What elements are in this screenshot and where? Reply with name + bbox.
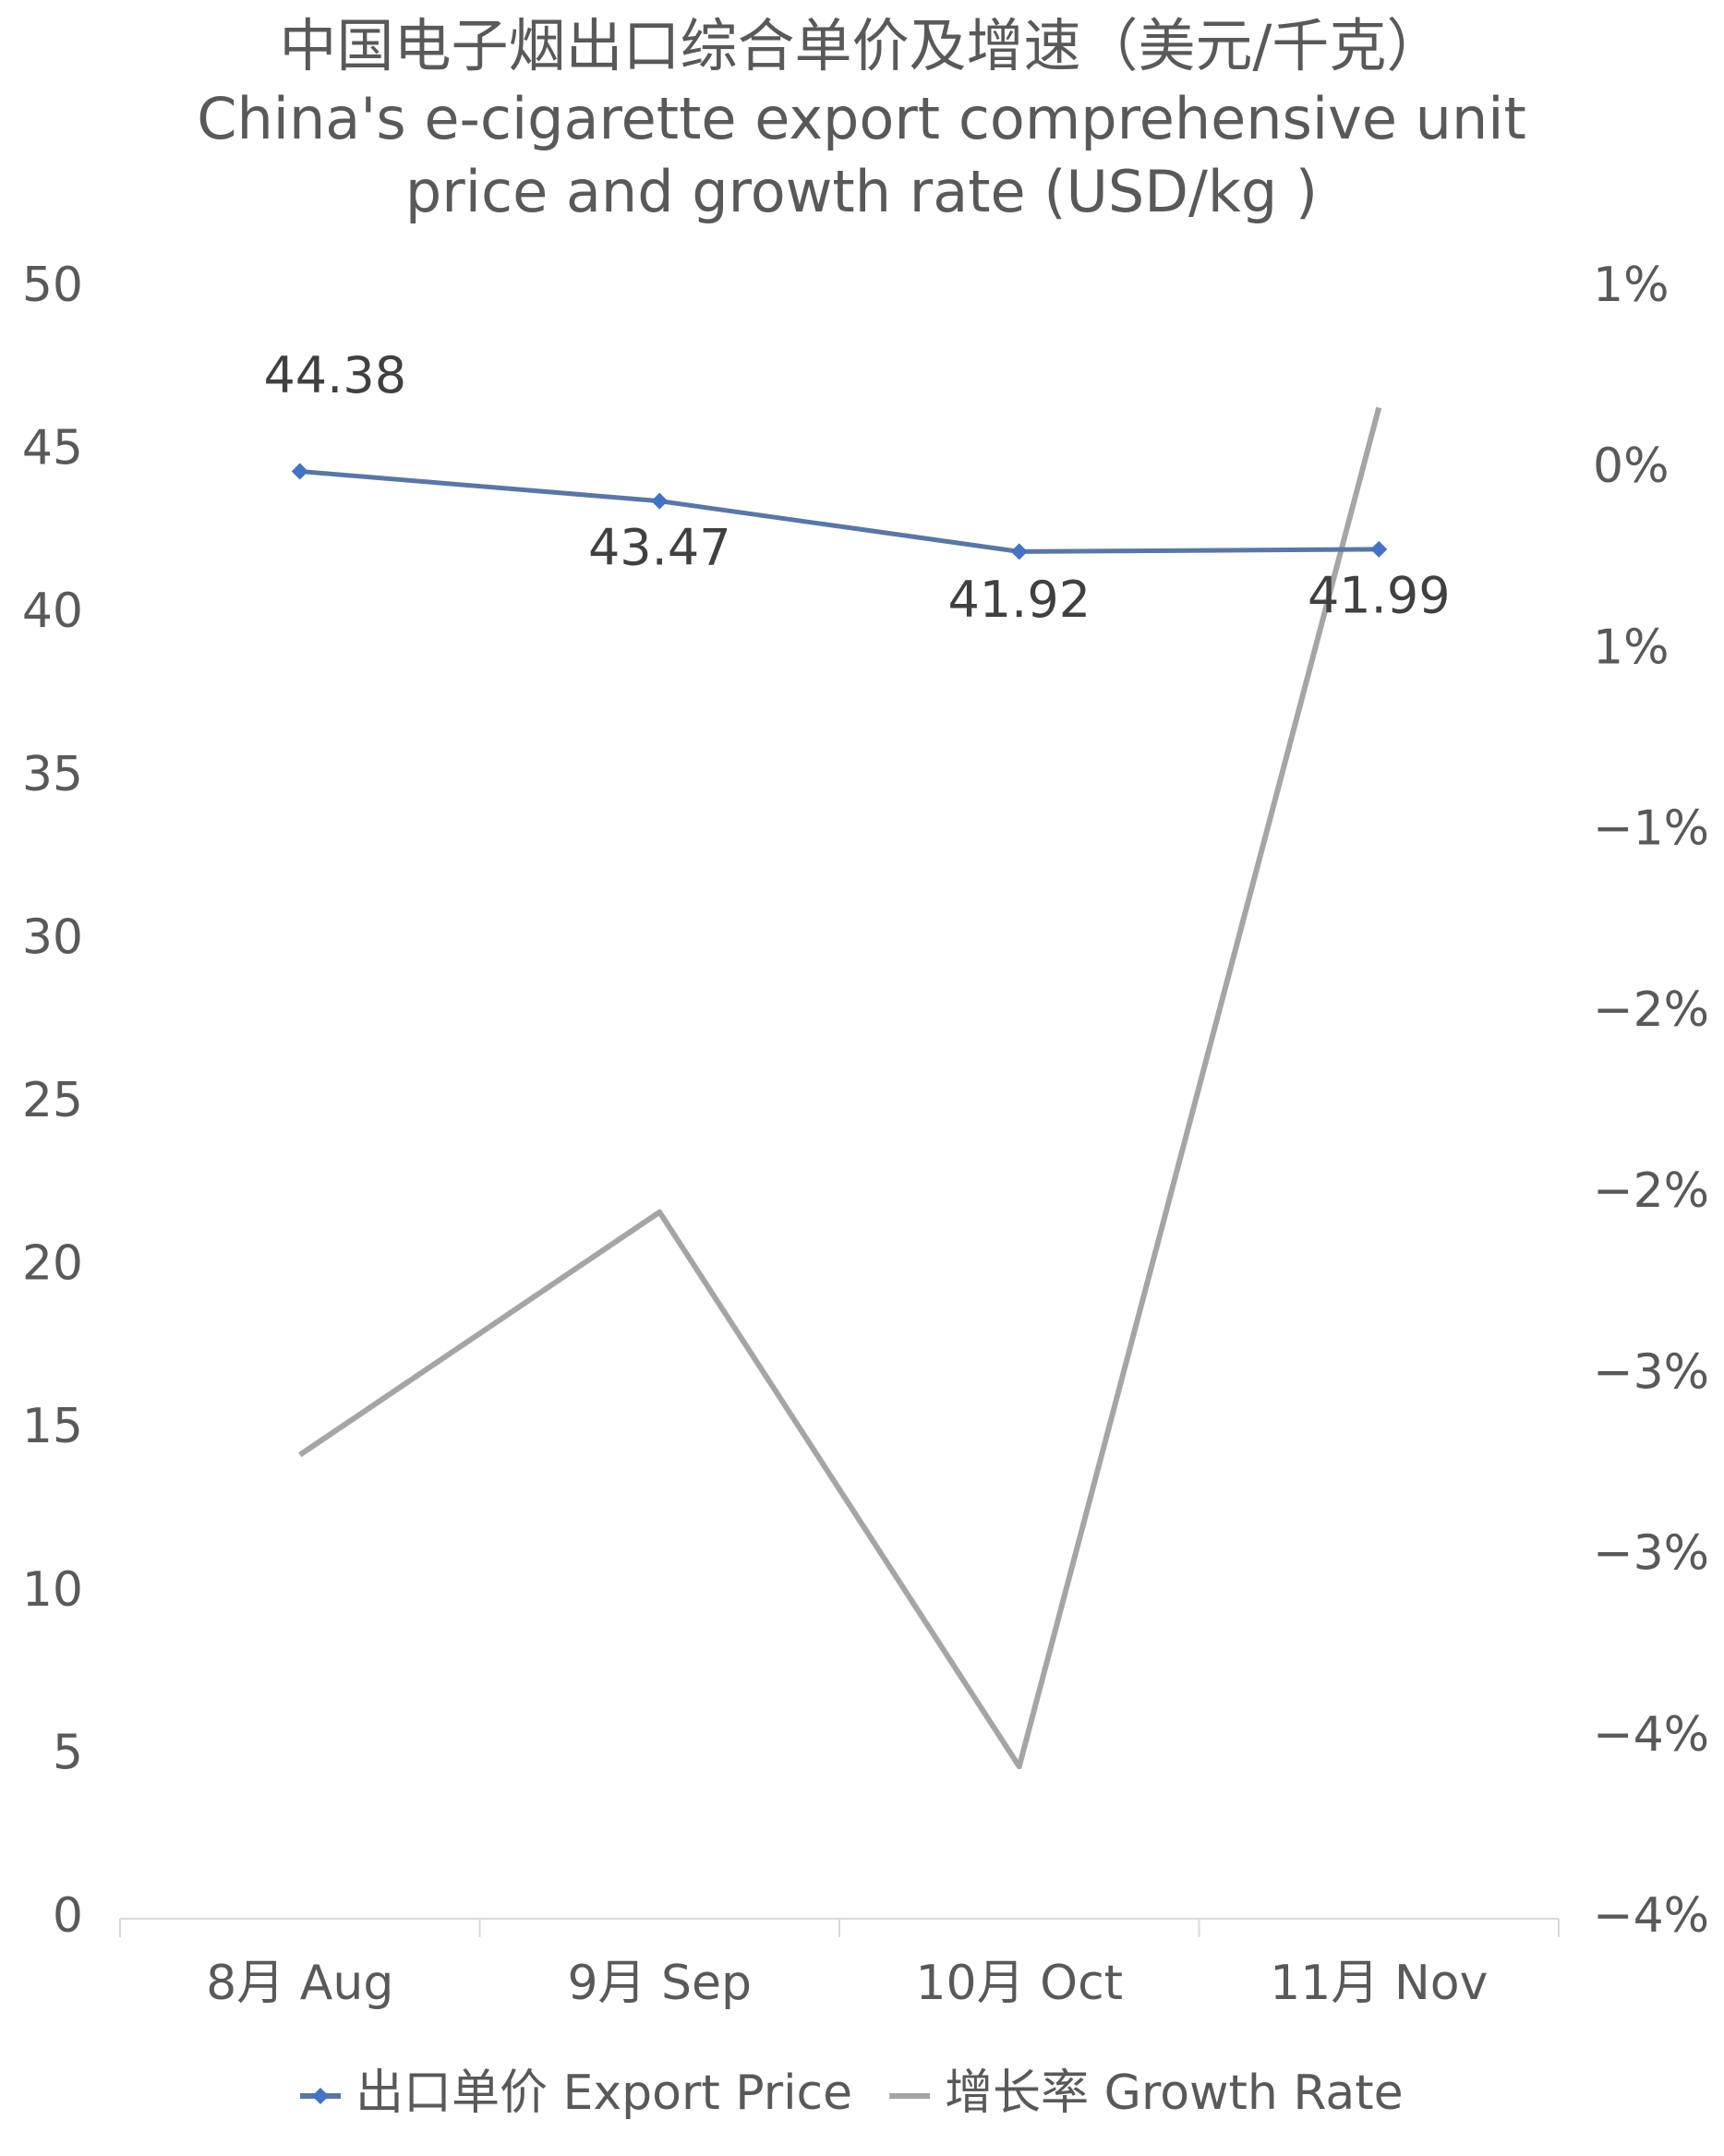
- y-tick-label: 5: [53, 1725, 83, 1780]
- point-marker: [291, 463, 308, 480]
- y2-tick-label: −4%: [1593, 1888, 1709, 1944]
- x-tick-label: 10月 Oct: [915, 1956, 1123, 2011]
- y-tick-label: 25: [22, 1073, 83, 1128]
- data-label: 43.47: [588, 518, 731, 576]
- y2-tick-label: 1%: [1593, 620, 1670, 675]
- y-tick-label: 50: [22, 258, 83, 313]
- series-line: [299, 469, 1380, 554]
- data-label: 41.92: [947, 571, 1091, 629]
- point-marker: [1370, 540, 1388, 558]
- y2-tick-label: 1%: [1593, 258, 1670, 313]
- y-tick-label: 10: [22, 1562, 83, 1618]
- y-tick-label: 15: [22, 1399, 83, 1454]
- data-label: 44.38: [263, 346, 406, 404]
- legend-label: 增长率 Growth Rate: [945, 2066, 1404, 2121]
- y2-tick-label: −2%: [1593, 982, 1709, 1038]
- point-marker: [651, 492, 669, 510]
- y2-tick-label: −3%: [1593, 1344, 1709, 1400]
- series-line: [298, 406, 1382, 1770]
- legend-label: 出口单价 Export Price: [356, 2066, 852, 2121]
- y-tick-label: 45: [22, 421, 83, 476]
- data-label: 41.99: [1308, 567, 1451, 625]
- y-tick-label: 30: [22, 909, 83, 965]
- y2-tick-label: −1%: [1593, 801, 1709, 857]
- y2-tick-label: −4%: [1593, 1707, 1709, 1763]
- y2-tick-label: −2%: [1593, 1163, 1709, 1219]
- y2-tick-label: −3%: [1593, 1526, 1709, 1582]
- chart-title: 中国电子烟出口综合单价及增速（美元/千克）: [280, 12, 1444, 79]
- y-tick-label: 20: [22, 1236, 83, 1292]
- chart-title: China's e-cigarette export comprehensive…: [197, 85, 1526, 152]
- y-tick-label: 35: [22, 747, 83, 802]
- y-tick-label: 40: [22, 584, 83, 639]
- chart-title: price and growth rate (USD/kg ): [405, 158, 1318, 225]
- x-tick-label: 8月 Aug: [206, 1956, 393, 2011]
- x-tick-label: 9月 Sep: [567, 1956, 752, 2011]
- point-marker: [1010, 543, 1028, 560]
- legend-marker: [312, 2088, 329, 2104]
- y-tick-label: 0: [53, 1888, 83, 1944]
- x-tick-label: 11月 Nov: [1270, 1956, 1488, 2011]
- y2-tick-label: 0%: [1593, 439, 1670, 494]
